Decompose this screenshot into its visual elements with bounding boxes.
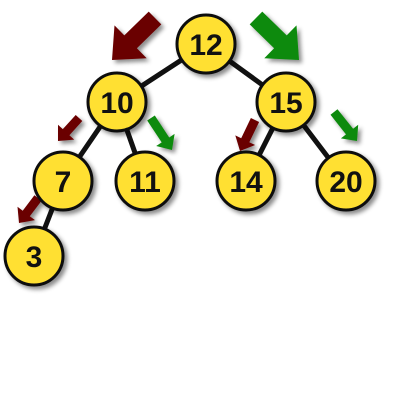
tree-node-circle [86,71,148,133]
tree-node-11: 11 [114,150,176,212]
tree-node-circle [114,150,176,212]
left-arrow-icon [112,11,162,61]
tree-node-value: 20 [329,166,362,199]
tree-node-12: 12 [175,13,237,75]
arrows-layer [17,11,359,223]
nodes-layer: 12 10 15 7 11 14 20 3 [3,13,377,287]
tree-node-circle [175,13,237,75]
tree-node-value: 10 [100,87,133,120]
tree-node-14: 14 [215,150,277,212]
tree-node-circle [3,225,65,287]
left-arrow-icon [17,195,42,223]
left-arrow-icon [235,118,260,151]
tree-node-circle [255,71,317,133]
tree-node-10: 10 [86,71,148,133]
right-arrow-icon [147,115,175,150]
tree-node-value: 7 [55,166,72,199]
tree-node-7: 7 [32,150,94,212]
tree-node-value: 12 [189,29,222,62]
tree-node-value: 14 [229,166,263,199]
tree-node-circle [32,150,94,212]
tree-node-15: 15 [255,71,317,133]
tree-node-circle [215,150,277,212]
tree-node-circle [315,150,377,212]
tree-node-value: 11 [129,166,161,199]
tree-node-20: 20 [315,150,377,212]
right-arrow-icon [249,11,299,61]
right-arrow-icon [330,109,359,141]
left-arrow-icon [58,115,83,141]
tree-node-3: 3 [3,225,65,287]
tree-node-value: 15 [269,87,302,120]
tree-node-value: 3 [26,241,43,274]
